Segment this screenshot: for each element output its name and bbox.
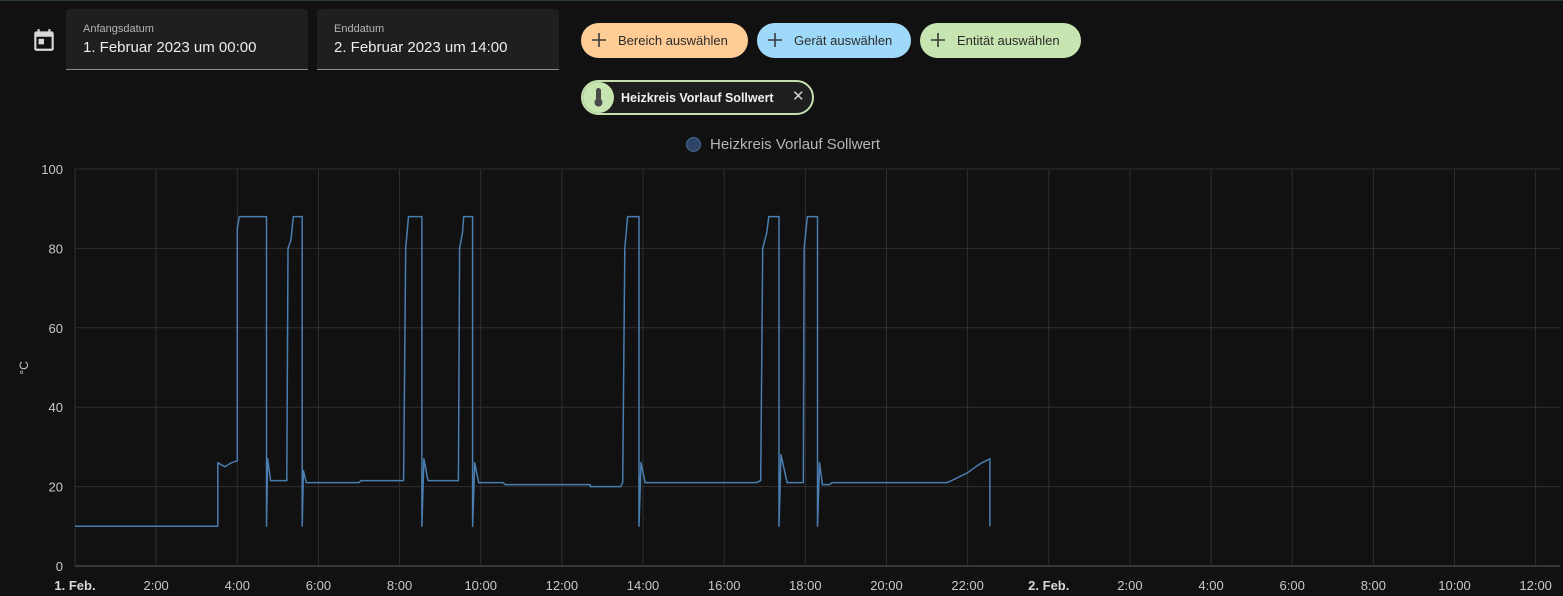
plus-icon bbox=[931, 33, 945, 47]
calendar-icon[interactable] bbox=[31, 27, 57, 53]
end-date-label: Enddatum bbox=[334, 23, 385, 35]
start-date-label: Anfangsdatum bbox=[83, 23, 154, 35]
x-tick-label: 22:00 bbox=[951, 578, 984, 593]
legend-marker bbox=[686, 136, 701, 152]
x-tick-label: 20:00 bbox=[870, 578, 903, 593]
select-area-label: Bereich auswählen bbox=[618, 33, 728, 48]
select-device-label: Gerät auswählen bbox=[794, 33, 893, 48]
top-border bbox=[0, 0, 1563, 1]
select-entity-label: Entität auswählen bbox=[957, 33, 1060, 48]
x-tick-label: 8:00 bbox=[387, 578, 412, 593]
y-tick-label: 40 bbox=[49, 400, 63, 415]
thermometer-icon bbox=[594, 88, 603, 107]
chip-avatar bbox=[583, 82, 614, 113]
y-tick-label: 0 bbox=[56, 559, 63, 574]
y-axis-label: °C bbox=[17, 361, 31, 375]
select-entity-button[interactable]: Entität auswählen bbox=[920, 23, 1081, 58]
legend-label: Heizkreis Vorlauf Sollwert bbox=[710, 135, 881, 153]
y-tick-label: 20 bbox=[49, 480, 63, 495]
x-tick-label: 6:00 bbox=[1280, 578, 1305, 593]
x-tick-label: 18:00 bbox=[789, 578, 822, 593]
x-tick-label: 16:00 bbox=[708, 578, 741, 593]
x-tick-label: 2:00 bbox=[1117, 578, 1142, 593]
plus-icon bbox=[592, 33, 606, 47]
y-tick-label: 60 bbox=[49, 321, 63, 336]
x-tick-label: 4:00 bbox=[1198, 578, 1223, 593]
x-tick-label: 4:00 bbox=[225, 578, 250, 593]
y-tick-label: 80 bbox=[49, 241, 63, 256]
select-device-button[interactable]: Gerät auswählen bbox=[757, 23, 911, 58]
selected-entity-chip[interactable]: Heizkreis Vorlauf Sollwert ✕ bbox=[581, 80, 814, 115]
start-date-value[interactable]: 1. Februar 2023 um 00:00 bbox=[83, 39, 257, 56]
x-tick-label: 8:00 bbox=[1361, 578, 1386, 593]
select-area-button[interactable]: Bereich auswählen bbox=[581, 23, 748, 58]
end-date-field[interactable]: Enddatum 2. Februar 2023 um 14:00 bbox=[317, 9, 559, 70]
x-tick-label: 12:00 bbox=[546, 578, 579, 593]
chip-remove-icon[interactable]: ✕ bbox=[792, 88, 805, 105]
start-date-field[interactable]: Anfangsdatum 1. Februar 2023 um 00:00 bbox=[66, 9, 308, 70]
plus-icon bbox=[768, 33, 782, 47]
x-tick-label: 1. Feb. bbox=[54, 578, 95, 593]
chart-legend[interactable]: Heizkreis Vorlauf Sollwert bbox=[686, 134, 880, 154]
x-tick-label: 2. Feb. bbox=[1028, 578, 1069, 593]
x-tick-label: 10:00 bbox=[1438, 578, 1471, 593]
x-tick-label: 14:00 bbox=[627, 578, 660, 593]
x-tick-label: 10:00 bbox=[464, 578, 497, 593]
x-tick-label: 12:00 bbox=[1519, 578, 1552, 593]
chip-label: Heizkreis Vorlauf Sollwert bbox=[621, 91, 774, 105]
y-tick-label: 100 bbox=[41, 162, 63, 177]
series-line bbox=[75, 215, 991, 528]
x-tick-label: 2:00 bbox=[143, 578, 168, 593]
x-tick-label: 6:00 bbox=[306, 578, 331, 593]
end-date-value[interactable]: 2. Februar 2023 um 14:00 bbox=[334, 39, 508, 56]
